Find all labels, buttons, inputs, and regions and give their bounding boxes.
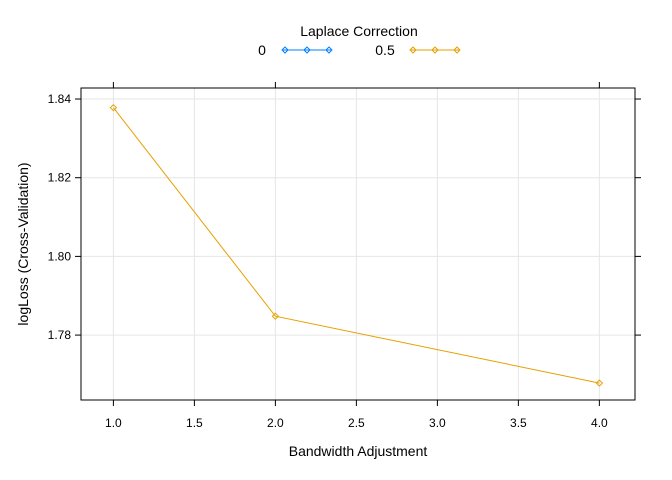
x-axis-label: Bandwidth Adjustment xyxy=(289,443,428,459)
x-tick-label: 4.0 xyxy=(591,416,608,430)
x-tick-label: 1.0 xyxy=(105,416,122,430)
x-axis-ticks: 1.0 1.5 2.0 2.5 3.0 3.5 4.0 xyxy=(105,82,608,430)
data-point xyxy=(109,103,118,112)
legend-entry: 0 xyxy=(258,42,333,58)
y-tick-label: 1.80 xyxy=(48,249,72,263)
y-tick-label: 1.82 xyxy=(48,171,72,185)
legend-marker xyxy=(431,46,439,54)
legend: Laplace Correction 0 0.5 xyxy=(258,23,461,58)
y-tick-label: 1.84 xyxy=(48,92,72,106)
x-tick-label: 2.5 xyxy=(348,416,365,430)
series-group xyxy=(109,103,604,387)
legend-entries: 0 0.5 xyxy=(258,42,461,58)
plot-panel: 1.0 1.5 2.0 2.5 3.0 3.5 4.0 1.78 1.80 1.82 1.84 xyxy=(48,82,641,430)
y-axis-ticks: 1.78 1.80 1.82 1.84 xyxy=(48,92,641,342)
grid xyxy=(81,88,635,400)
legend-marker xyxy=(453,46,461,54)
legend-entry: 0.5 xyxy=(375,42,461,58)
legend-marker xyxy=(325,46,333,54)
legend-marker xyxy=(303,46,311,54)
x-tick-label: 2.0 xyxy=(267,416,284,430)
y-tick-label: 1.78 xyxy=(48,328,72,342)
legend-label: 0 xyxy=(258,42,266,58)
x-tick-label: 3.5 xyxy=(510,416,527,430)
data-point xyxy=(271,312,280,320)
data-point xyxy=(595,379,604,387)
panel-border xyxy=(80,87,636,401)
legend-label: 0.5 xyxy=(375,42,395,58)
series-line-0.5 xyxy=(113,107,600,384)
legend-marker xyxy=(281,46,289,54)
legend-title: Laplace Correction xyxy=(300,23,418,39)
legend-marker xyxy=(409,46,417,54)
x-tick-label: 3.0 xyxy=(429,416,446,430)
x-tick-label: 1.5 xyxy=(186,416,203,430)
y-axis-label: logLoss (Cross-Validation) xyxy=(15,162,31,325)
